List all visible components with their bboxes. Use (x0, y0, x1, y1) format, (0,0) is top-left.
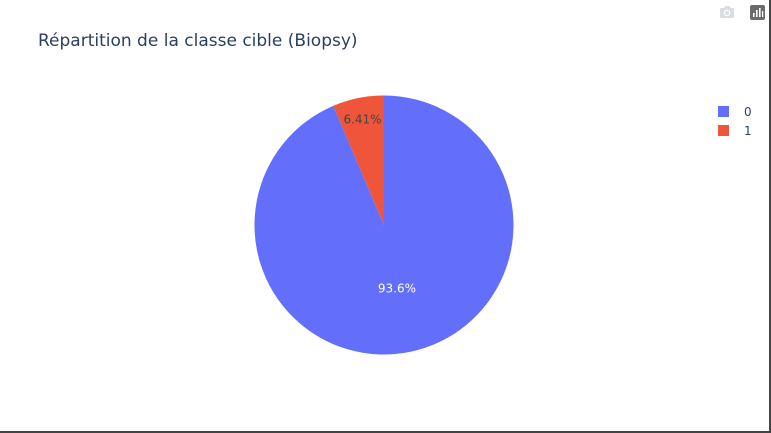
legend-label-1: 1 (744, 123, 752, 138)
camera-icon[interactable] (719, 4, 735, 20)
pie-label-1: 6.41% (343, 113, 381, 127)
modebar (719, 4, 765, 20)
chart-title: Répartition de la classe cible (Biopsy) (38, 31, 358, 51)
legend-label-0: 0 (744, 104, 752, 119)
legend-item-1[interactable]: 1 (718, 121, 752, 140)
legend-swatch-1 (718, 125, 729, 136)
legend-swatch-0 (718, 106, 729, 117)
pie-slice-0[interactable] (254, 95, 514, 355)
pie-slice-1[interactable] (333, 95, 384, 226)
legend-item-0[interactable]: 0 (718, 102, 752, 121)
plotly-logo-icon[interactable] (749, 4, 765, 20)
pie-label-0: 93.6% (378, 281, 416, 295)
legend: 0 1 (718, 102, 752, 140)
